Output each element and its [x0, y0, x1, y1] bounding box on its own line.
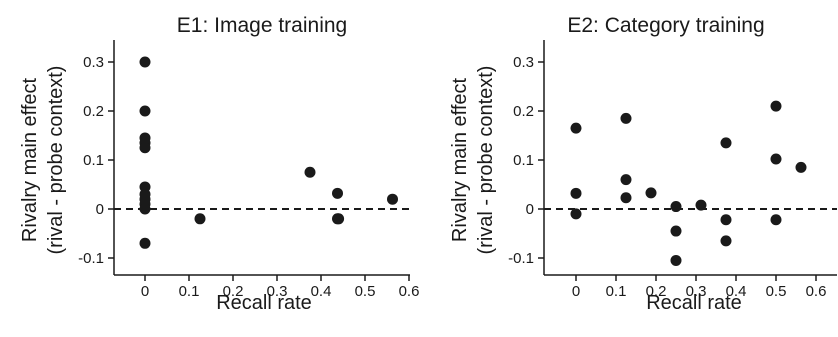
x-axis-label: Recall rate: [216, 292, 312, 314]
chart-title: E2: Category training: [567, 14, 764, 37]
data-point: [304, 166, 316, 178]
data-point: [139, 142, 151, 154]
y-tick-label: 0.2: [83, 103, 104, 120]
data-point: [194, 213, 206, 225]
y-axis-label: Rivalry main effect (rival - probe conte…: [449, 66, 497, 255]
y-tick-label: 0.3: [513, 54, 534, 71]
y-tick-label: -0.1: [78, 250, 104, 267]
chart-title: E1: Image training: [177, 14, 347, 37]
y-tick-label: 0.1: [83, 152, 104, 169]
data-point: [770, 214, 782, 226]
data-point: [720, 137, 732, 149]
y-tick-label: 0: [526, 201, 534, 218]
data-point: [670, 225, 682, 237]
data-point: [139, 56, 151, 68]
y-axis-label: Rivalry main effect (rival - probe conte…: [19, 66, 67, 255]
data-point: [570, 122, 582, 134]
x-tick-label: 0.4: [726, 283, 747, 300]
data-point: [670, 254, 682, 266]
panel-e2: E2: Category training Rivalry main effec…: [449, 14, 837, 314]
y-tick-label: 0.1: [513, 152, 534, 169]
x-tick-label: 0.3: [686, 283, 707, 300]
x-tick-label: 0.1: [606, 283, 627, 300]
data-point: [139, 237, 151, 249]
y-axis-label-line2: (rival - probe context): [45, 66, 67, 255]
data-point: [570, 208, 582, 220]
x-tick-label: 0.3: [267, 283, 288, 300]
data-point: [770, 153, 782, 165]
y-axis-label-line2: (rival - probe context): [475, 66, 497, 255]
data-point: [770, 100, 782, 112]
data-point: [645, 187, 657, 199]
panel-e1: E1: Image training Rivalry main effect (…: [19, 14, 419, 314]
y-ticks: -0.1 0 0.1 0.2 0.3: [508, 54, 544, 267]
x-tick-label: 0.4: [311, 283, 332, 300]
y-axis-label-line1: Rivalry main effect: [449, 77, 471, 242]
y-ticks: -0.1 0 0.1 0.2 0.3: [78, 54, 114, 267]
data-point: [332, 187, 343, 199]
data-point: [139, 105, 151, 117]
data-point: [670, 201, 682, 213]
data-points: [570, 100, 807, 266]
y-tick-label: -0.1: [508, 250, 534, 267]
y-axis-label-line1: Rivalry main effect: [19, 77, 41, 242]
data-point: [620, 112, 632, 124]
data-point: [333, 213, 345, 225]
data-point: [720, 235, 732, 247]
x-tick-label: 0.2: [646, 283, 667, 300]
data-point: [620, 174, 632, 186]
y-tick-label: 0: [96, 201, 104, 218]
y-tick-label: 0.2: [513, 103, 534, 120]
data-point: [570, 187, 582, 199]
data-point: [720, 214, 732, 226]
x-tick-label: 0: [141, 283, 149, 300]
x-tick-label: 0.6: [806, 283, 827, 300]
data-point: [620, 192, 632, 204]
data-point: [795, 161, 807, 173]
x-tick-label: 0: [572, 283, 580, 300]
x-tick-label: 0.1: [179, 283, 200, 300]
x-axis-label: Recall rate: [646, 292, 742, 314]
x-ticks: 0 0.1 0.2 0.3 0.4 0.5 0.6: [572, 275, 827, 300]
data-point: [695, 199, 707, 211]
x-tick-label: 0.5: [766, 283, 787, 300]
y-tick-label: 0.3: [83, 54, 104, 71]
x-tick-label: 0.5: [355, 283, 376, 300]
data-point: [139, 203, 151, 215]
data-point: [387, 193, 398, 205]
x-tick-label: 0.6: [399, 283, 420, 300]
x-tick-label: 0.2: [223, 283, 244, 300]
data-points: [139, 56, 398, 249]
x-ticks: 0 0.1 0.2 0.3 0.4 0.5 0.6: [141, 275, 420, 300]
